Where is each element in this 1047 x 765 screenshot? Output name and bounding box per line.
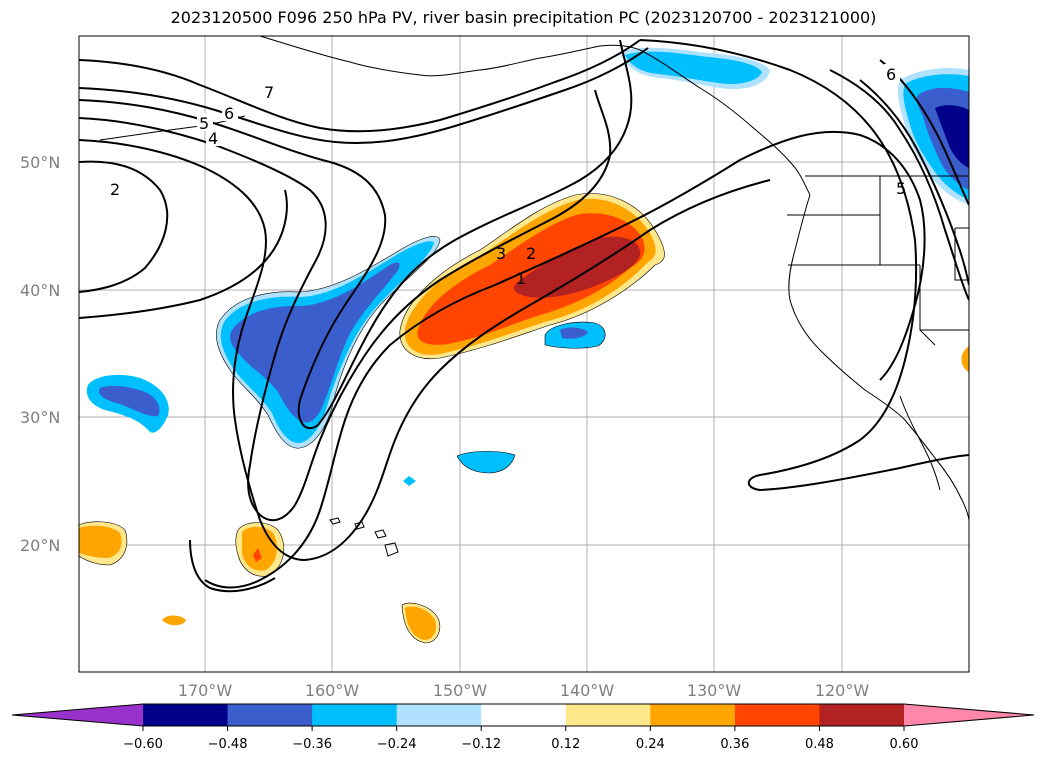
lon-label-160w: 160°W	[305, 681, 360, 700]
colorbar-segment	[396, 704, 482, 726]
negative-patch-northeast-navy	[935, 105, 969, 168]
colorbar-segment	[481, 704, 567, 726]
colorbar-tick-label: −0.48	[208, 737, 248, 752]
positive-patch-south1-core	[253, 548, 262, 562]
positive-patch-south1-inner	[242, 526, 278, 571]
colorbar-segment	[312, 704, 398, 726]
pv-contours	[79, 39, 969, 593]
colorbar: −0.60 −0.48 −0.36 −0.24 −0.12 0.12 0.24 0.36 0.4…	[11, 703, 1035, 752]
contour-label-1: 1	[516, 269, 526, 288]
contour-label-5: 5	[199, 114, 209, 133]
contour-label-2-west: 2	[110, 180, 120, 199]
colorbar-tick-label: 0.36	[720, 737, 749, 752]
contour-label-4: 4	[208, 129, 218, 148]
colorbar-segment	[565, 704, 651, 726]
lat-label-40n: 40°N	[20, 281, 60, 300]
contour-label-7: 7	[264, 83, 274, 102]
precipitation-fills	[79, 47, 969, 643]
colorbar-segment	[650, 704, 736, 726]
positive-patch-small	[162, 615, 186, 626]
colorbar-segment	[227, 704, 313, 726]
gridlines	[79, 36, 969, 672]
positive-patch-southwest-inner	[79, 525, 122, 558]
lat-label-30n: 30°N	[20, 408, 60, 427]
contour-label-6: 6	[224, 104, 234, 123]
map-title: 2023120500 F096 250 hPa PV, river basin …	[170, 8, 877, 27]
contour-label-2-central: 2	[526, 244, 536, 263]
fill-outlines	[79, 193, 665, 644]
lon-label-140w: 140°W	[560, 681, 615, 700]
positive-patch-east-edge	[961, 346, 969, 372]
colorbar-tick-label: 0.24	[636, 737, 665, 752]
colorbar-tick-label: 0.60	[890, 737, 919, 752]
colorbar-tick-label: −0.12	[461, 737, 501, 752]
map-frame	[78, 35, 970, 673]
contour-label-5-east: 5	[896, 179, 906, 198]
latitude-labels: 50°N 40°N 30°N 20°N	[20, 153, 60, 555]
negative-patch-hawaii-dot	[403, 476, 416, 486]
colorbar-tick-label: −0.60	[123, 737, 163, 752]
lon-label-120w: 120°W	[815, 681, 870, 700]
negative-patch-west-inner	[99, 385, 160, 417]
colorbar-segment	[819, 704, 905, 726]
lon-label-150w: 150°W	[433, 681, 488, 700]
lat-label-20n: 20°N	[20, 536, 60, 555]
lon-label-130w: 130°W	[687, 681, 742, 700]
positive-anomaly-darkred	[513, 236, 641, 298]
contour-label-3: 3	[496, 244, 506, 263]
colorbar-extend-min	[12, 704, 143, 726]
colorbar-tick-label: −0.36	[292, 737, 332, 752]
colorbar-segment	[143, 704, 229, 726]
colorbar-extend-max	[904, 704, 1034, 726]
lon-label-170w: 170°W	[178, 681, 233, 700]
longitude-labels: 170°W 160°W 150°W 140°W 130°W 120°W	[178, 681, 870, 700]
colorbar-tick-label: 0.48	[805, 737, 834, 752]
negative-patch-south	[457, 451, 515, 473]
negative-patch-alaska-inner	[625, 51, 762, 84]
colorbar-tick-label: 0.12	[551, 737, 580, 752]
positive-patch-south2-inner	[405, 606, 436, 640]
negative-patch-central-inner	[560, 327, 588, 339]
colorbar-segment	[734, 704, 820, 726]
contour-label-6-east: 6	[886, 65, 896, 84]
lat-label-50n: 50°N	[20, 153, 60, 172]
contour-labels: 7 6 5 4 2 3 2 1 6 5	[108, 64, 906, 288]
negative-anomaly-royalblue	[230, 262, 400, 423]
colorbar-tick-label: −0.24	[377, 737, 417, 752]
